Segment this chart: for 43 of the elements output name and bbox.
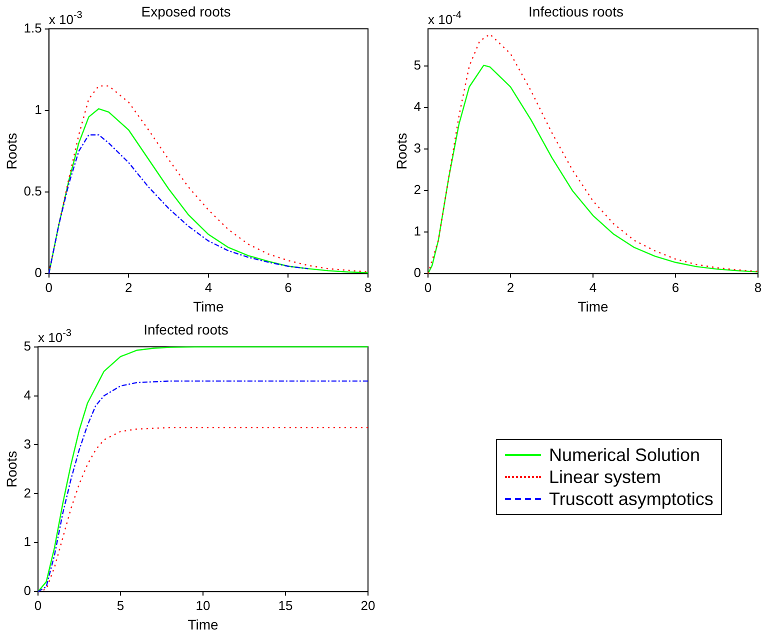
chart-title: Exposed roots (141, 3, 231, 20)
legend-label: Truscott asymptotics (549, 488, 714, 510)
y-axis-title: Roots (3, 450, 20, 488)
y-tick-label: 0 (24, 583, 32, 598)
chart-title: Infected roots (144, 321, 228, 338)
y-tick-label: 1 (24, 534, 32, 550)
y-tick-label: 0.5 (24, 184, 42, 199)
y-tick-label: 1 (414, 224, 422, 239)
y-tick-label: 4 (414, 99, 422, 114)
x-tick-label: 20 (360, 598, 376, 613)
legend-label: Numerical Solution (549, 444, 700, 466)
x-tick-label: 10 (196, 598, 210, 613)
y-axis-title: Roots (3, 132, 20, 170)
x-tick-label: 2 (506, 280, 514, 295)
y-tick-label: 4 (24, 387, 32, 402)
x-tick-label: 4 (589, 280, 597, 295)
x-tick-label: 0 (45, 280, 52, 295)
x-tick-label: 6 (672, 280, 680, 295)
y-tick-label: 2 (24, 485, 32, 500)
y-tick-label: 5 (414, 58, 422, 73)
y-tick-label: 0 (34, 265, 42, 280)
x-tick-label: 8 (754, 280, 762, 295)
y-tick-label: 1.5 (24, 20, 42, 36)
y-tick-label: 3 (414, 140, 422, 156)
x-axis-title: Time (193, 298, 224, 314)
y-tick-label: 3 (24, 436, 32, 452)
x-tick-label: 2 (125, 280, 132, 295)
y-tick-label: 1 (34, 102, 42, 117)
legend-label: Linear system (549, 466, 662, 488)
x-axis-title: Time (578, 298, 609, 314)
x-tick-label: 8 (364, 280, 372, 295)
line-series (48, 134, 309, 274)
y-axis-title: Roots (393, 132, 410, 170)
y-tick-label: 0 (414, 265, 422, 280)
x-tick-label: 6 (284, 280, 292, 295)
y-tick-label: 5 (24, 338, 32, 354)
x-axis-title: Time (188, 616, 219, 632)
x-tick-label: 0 (424, 280, 432, 295)
x-tick-label: 5 (116, 598, 124, 613)
chart-title: Infectious roots (528, 3, 624, 20)
y-tick-label: 2 (414, 182, 422, 198)
x-tick-label: 4 (204, 280, 212, 295)
x-tick-label: 15 (278, 598, 293, 613)
